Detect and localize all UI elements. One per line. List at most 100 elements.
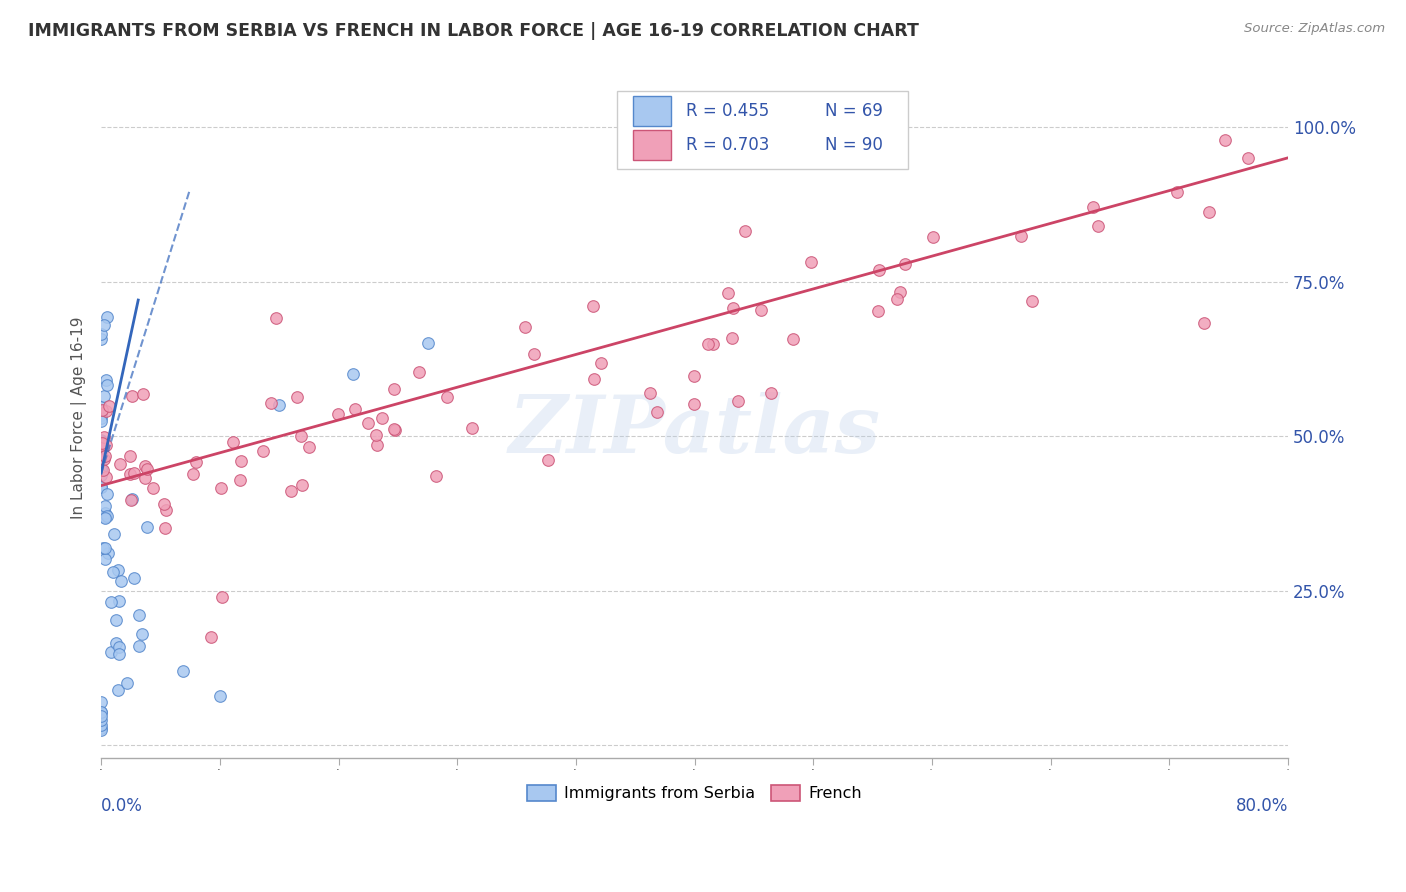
Point: [96, 508, 118, 523]
Point: [108, 594, 131, 608]
Point: [717, 285, 740, 300]
Point: [702, 337, 724, 351]
Point: [124, 571, 146, 585]
Point: [582, 372, 605, 386]
Point: [90, 705, 112, 719]
Point: [90, 333, 112, 347]
Point: [142, 481, 165, 495]
Point: [90, 467, 112, 482]
Point: [107, 563, 129, 577]
Point: [252, 444, 274, 458]
FancyBboxPatch shape: [617, 91, 908, 169]
Point: [90, 480, 112, 494]
Point: [269, 398, 291, 412]
Point: [96, 310, 118, 324]
Point: [100, 645, 122, 659]
Text: Source: ZipAtlas.com: Source: ZipAtlas.com: [1244, 22, 1385, 36]
Point: [366, 438, 388, 452]
Point: [761, 385, 783, 400]
Point: [93, 551, 115, 566]
Point: [893, 257, 915, 271]
Text: ZIPatlas: ZIPatlas: [509, 392, 880, 470]
Point: [96, 377, 118, 392]
Point: [90, 441, 112, 455]
Y-axis label: In Labor Force | Age 16-19: In Labor Force | Age 16-19: [72, 317, 87, 519]
Point: [382, 422, 405, 436]
Point: [264, 311, 287, 326]
Point: [591, 356, 613, 370]
Legend: Immigrants from Serbia, French: Immigrants from Serbia, French: [522, 778, 868, 807]
Point: [1010, 228, 1032, 243]
Point: [90, 713, 112, 727]
Point: [118, 449, 141, 463]
Point: [734, 224, 756, 238]
Point: [231, 454, 253, 468]
Point: [90, 722, 112, 736]
Text: 0.0%: 0.0%: [101, 797, 143, 814]
Point: [90, 414, 112, 428]
Point: [749, 302, 772, 317]
Point: [97, 399, 120, 413]
Point: [94, 541, 117, 556]
Point: [122, 466, 145, 480]
Point: [868, 303, 890, 318]
Point: [342, 368, 364, 382]
Point: [90, 446, 112, 460]
FancyBboxPatch shape: [633, 130, 671, 161]
Point: [136, 461, 159, 475]
Point: [1087, 219, 1109, 233]
Point: [128, 640, 150, 654]
Point: [382, 382, 405, 396]
Point: [721, 330, 744, 344]
Point: [91, 541, 114, 555]
Point: [90, 436, 112, 450]
Point: [537, 453, 560, 467]
Point: [91, 438, 114, 452]
Point: [280, 484, 302, 499]
Point: [94, 373, 117, 387]
Point: [121, 389, 143, 403]
Point: [291, 478, 314, 492]
Point: [90, 462, 112, 476]
Point: [645, 405, 668, 419]
Point: [108, 640, 131, 655]
Point: [209, 481, 232, 495]
Point: [107, 682, 129, 697]
Point: [93, 389, 115, 403]
Point: [326, 407, 349, 421]
Point: [181, 467, 204, 482]
Point: [93, 430, 115, 444]
Text: N = 69: N = 69: [825, 103, 883, 120]
Point: [721, 301, 744, 315]
Point: [523, 347, 546, 361]
Point: [90, 400, 112, 414]
Point: [110, 574, 132, 589]
Point: [94, 506, 117, 520]
Point: [416, 336, 439, 351]
Point: [221, 435, 243, 450]
Point: [96, 470, 118, 484]
Point: [94, 438, 117, 452]
Text: N = 90: N = 90: [825, 136, 883, 154]
Point: [93, 452, 115, 467]
Point: [90, 433, 112, 447]
Point: [200, 630, 222, 644]
Point: [285, 390, 308, 404]
Point: [436, 390, 458, 404]
Point: [229, 474, 252, 488]
Point: [1081, 200, 1104, 214]
Point: [921, 230, 943, 244]
Point: [153, 496, 176, 510]
Point: [90, 327, 112, 342]
Point: [868, 263, 890, 277]
Point: [93, 318, 115, 332]
Point: [131, 627, 153, 641]
Point: [1166, 185, 1188, 199]
Point: [298, 440, 321, 454]
Point: [1198, 205, 1220, 219]
Point: [727, 394, 749, 409]
Point: [90, 442, 112, 457]
Point: [90, 480, 112, 494]
Point: [90, 451, 112, 466]
FancyBboxPatch shape: [633, 96, 671, 127]
